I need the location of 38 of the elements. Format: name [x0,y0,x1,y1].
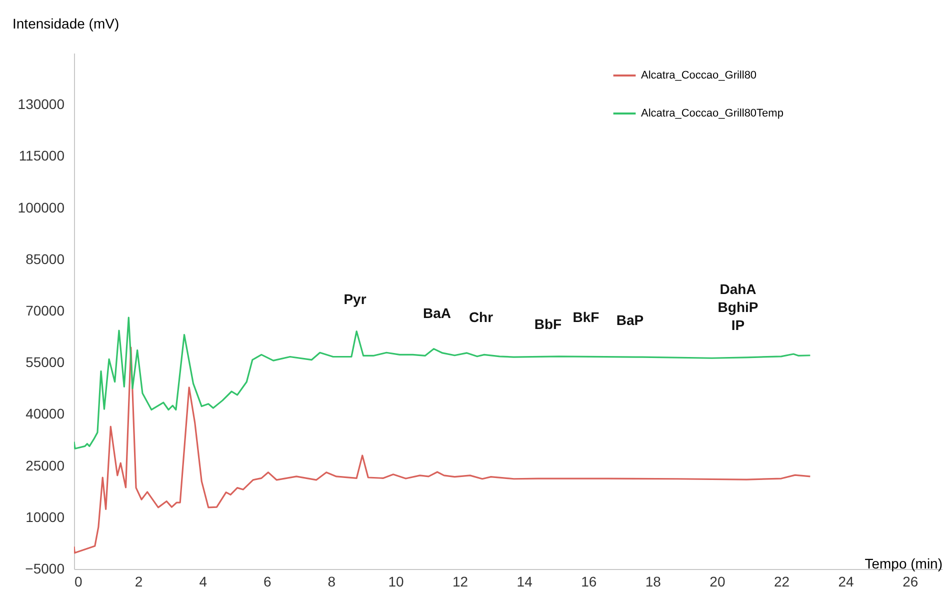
x-tick-label: 12 [452,574,468,590]
line-series [74,346,811,554]
x-tick-label: 2 [134,574,143,590]
x-tick-label: 16 [581,574,597,590]
x-axis-title: Tempo (min) [864,556,942,572]
legend-label: Alcatra_Coccao_Grill80Temp [641,108,784,120]
annotation: BkF [572,309,600,325]
annotation: BaP [616,312,644,328]
annotation: BghiP [718,299,758,315]
y-tick-label: 40000 [26,406,65,422]
y-tick-label: 10000 [26,508,65,525]
y-tick-label: −5000 [25,560,65,576]
y-tick-label: 130000 [18,96,65,112]
annotation: BaA [422,305,452,321]
x-tick-label: 8 [328,574,336,590]
x-tick-label: 4 [199,574,208,590]
annotation: DahA [720,281,756,297]
x-tick-label: 22 [774,574,790,590]
y-tick-label: 70000 [26,302,65,318]
x-tick-label: 26 [902,574,918,590]
y-tick-label: 100000 [18,199,65,216]
legend-label: Alcatra_Coccao_Grill80 [641,70,757,82]
x-tick-label: 6 [263,574,272,590]
x-tick-label: 0 [74,574,82,590]
annotation: Pyr [344,291,367,307]
x-tick-label: 18 [645,574,662,590]
annotation: Chr [468,309,494,325]
x-tick-label: 24 [838,574,854,590]
x-tick-label: 10 [388,574,404,590]
y-tick-label: 115000 [18,148,65,164]
annotation: IP [731,317,745,333]
y-tick-label: 55000 [26,354,65,370]
y-tick-label: 85000 [26,250,65,267]
y-tick-label: 25000 [26,457,65,474]
y-axis-title: Intensidade (mV) [12,16,120,32]
x-tick-label: 20 [710,574,726,590]
x-tick-label: 14 [516,574,533,590]
annotation: BbF [534,316,562,332]
